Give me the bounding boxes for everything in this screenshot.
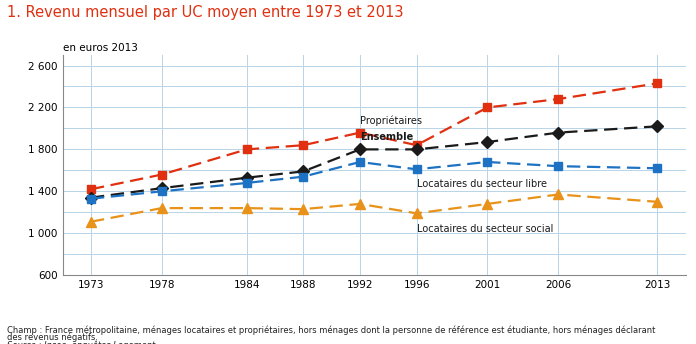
Text: 1. Revenu mensuel par UC moyen entre 1973 et 2013: 1. Revenu mensuel par UC moyen entre 197…	[7, 5, 404, 20]
Text: Source : Insee, enquêtes Logement.: Source : Insee, enquêtes Logement.	[7, 341, 158, 344]
Text: Locataires du secteur libre: Locataires du secteur libre	[417, 179, 546, 189]
Text: Locataires du secteur social: Locataires du secteur social	[417, 224, 553, 234]
Text: Champ : France métropolitaine, ménages locataires et propriétaires, hors ménages: Champ : France métropolitaine, ménages l…	[7, 325, 656, 335]
Text: des revenus négatifs.: des revenus négatifs.	[7, 333, 98, 342]
Text: Propriétaires: Propriétaires	[360, 116, 422, 126]
Text: Ensemble: Ensemble	[360, 132, 413, 142]
Text: en euros 2013: en euros 2013	[63, 43, 138, 53]
